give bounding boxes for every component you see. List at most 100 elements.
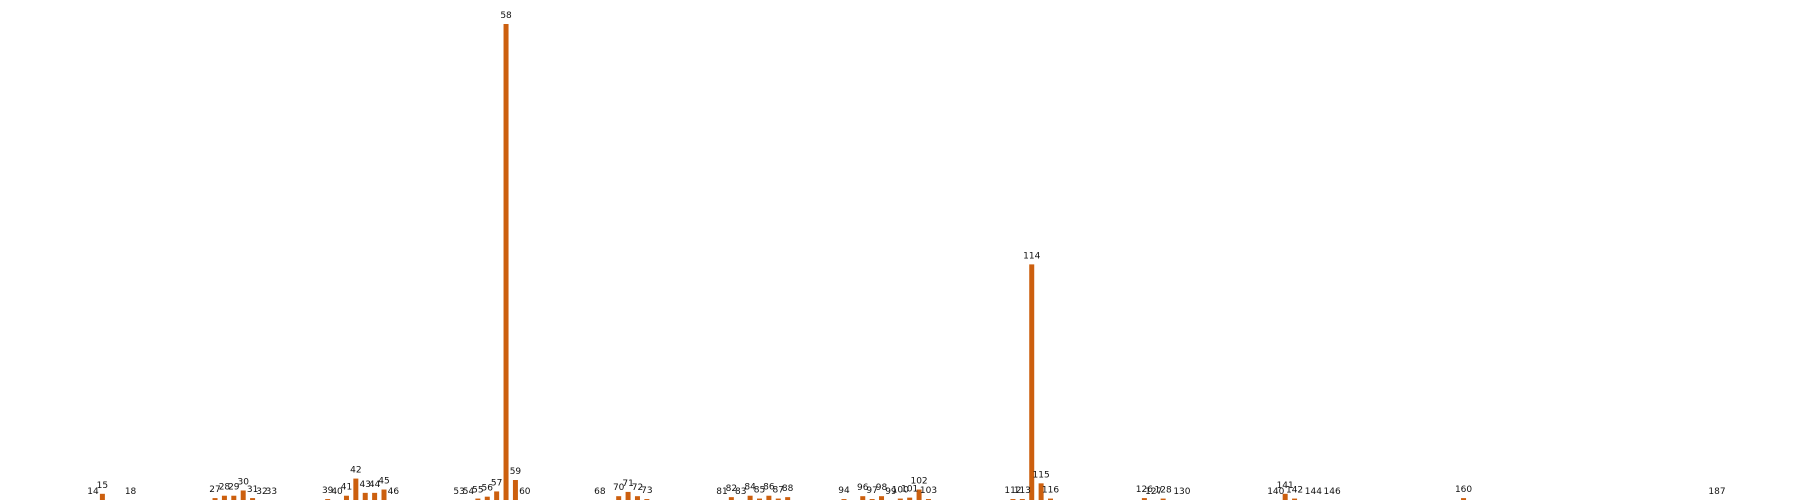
data-label-141: 141: [1277, 481, 1294, 491]
bar-58: [503, 24, 509, 500]
data-label-28: 28: [219, 483, 231, 493]
data-label-53: 53: [453, 487, 464, 497]
bar-96: [860, 496, 866, 500]
bar-88: [785, 497, 791, 500]
bar-160: [1461, 498, 1467, 500]
bar-101: [907, 497, 913, 500]
bar-55: [475, 498, 481, 500]
bar-98: [879, 496, 885, 500]
data-label-57: 57: [491, 478, 502, 488]
data-label-84: 84: [744, 483, 756, 493]
data-label-73: 73: [641, 486, 652, 496]
bar-72: [634, 496, 640, 500]
data-label-127: 127: [1145, 487, 1162, 497]
bar-45: [381, 489, 387, 500]
bar-142: [1292, 498, 1298, 500]
data-label-42: 42: [350, 466, 361, 476]
data-label-187: 187: [1708, 487, 1725, 497]
data-label-96: 96: [857, 483, 869, 493]
bar-82: [728, 497, 734, 500]
bar-71: [625, 491, 631, 500]
bar-15: [99, 493, 105, 500]
bar-42: [353, 478, 359, 500]
data-label-40: 40: [331, 487, 343, 497]
data-label-56: 56: [482, 484, 494, 494]
bar-114: [1029, 264, 1035, 500]
bar-56: [484, 496, 490, 500]
bar-44: [372, 492, 378, 500]
bar-87: [775, 498, 781, 500]
data-label-44: 44: [369, 480, 381, 490]
bar-29: [231, 495, 237, 500]
data-label-115: 115: [1033, 470, 1050, 480]
bar-115: [1038, 483, 1044, 500]
bar-84: [747, 495, 753, 500]
data-label-85: 85: [754, 486, 765, 496]
bar-57: [494, 491, 500, 500]
bar-85: [757, 498, 762, 500]
data-label-46: 46: [388, 487, 400, 497]
data-label-70: 70: [613, 483, 625, 493]
bar-100: [897, 498, 903, 500]
data-label-60: 60: [519, 487, 531, 497]
bar-128: [1160, 498, 1166, 500]
data-label-14: 14: [87, 487, 99, 497]
data-label-146: 146: [1324, 487, 1341, 497]
data-label-99: 99: [885, 487, 897, 497]
data-label-103: 103: [920, 486, 937, 496]
data-label-43: 43: [360, 480, 371, 490]
data-label-59: 59: [510, 467, 522, 477]
bar-28: [221, 495, 227, 500]
data-label-83: 83: [735, 487, 746, 497]
bar-102: [916, 489, 922, 500]
data-label-130: 130: [1173, 487, 1190, 497]
data-label-142: 142: [1286, 486, 1303, 496]
bar-59: [512, 480, 518, 500]
data-label-68: 68: [594, 487, 606, 497]
data-label-15: 15: [97, 481, 108, 491]
data-label-100: 100: [892, 486, 909, 496]
bar-41: [343, 495, 349, 500]
data-label-55: 55: [472, 486, 483, 496]
data-label-27: 27: [209, 485, 220, 495]
data-label-116: 116: [1042, 486, 1059, 496]
data-label-82: 82: [726, 484, 737, 494]
data-label-86: 86: [763, 483, 775, 493]
data-label-31: 31: [247, 485, 258, 495]
data-label-81: 81: [716, 487, 727, 497]
data-label-18: 18: [125, 487, 137, 497]
bar-43: [362, 492, 368, 500]
data-label-101: 101: [901, 485, 918, 495]
bar-86: [766, 495, 772, 500]
data-label-39: 39: [322, 486, 334, 496]
bar-141: [1282, 493, 1288, 500]
bar-116: [1048, 498, 1053, 500]
bar-27: [212, 498, 218, 500]
data-label-72: 72: [632, 483, 643, 493]
data-label-58: 58: [500, 11, 512, 21]
data-label-113: 113: [1014, 486, 1031, 496]
data-label-112: 112: [1004, 486, 1021, 496]
data-label-54: 54: [463, 487, 475, 497]
data-label-114: 114: [1023, 251, 1040, 261]
data-label-102: 102: [910, 477, 927, 487]
data-label-128: 128: [1155, 486, 1172, 496]
data-label-71: 71: [622, 479, 633, 489]
data-label-144: 144: [1305, 487, 1322, 497]
data-label-41: 41: [341, 483, 352, 493]
data-label-30: 30: [237, 477, 249, 487]
data-label-45: 45: [378, 477, 389, 487]
data-label-88: 88: [782, 484, 794, 494]
data-label-33: 33: [266, 487, 277, 497]
data-label-94: 94: [838, 486, 850, 496]
data-label-140: 140: [1267, 487, 1284, 497]
bar-30: [240, 490, 246, 500]
data-label-32: 32: [256, 487, 267, 497]
data-label-160: 160: [1455, 485, 1472, 495]
bar-70: [616, 496, 622, 500]
data-label-98: 98: [876, 483, 888, 493]
bars-layer: [99, 24, 1467, 500]
data-label-87: 87: [773, 486, 784, 496]
